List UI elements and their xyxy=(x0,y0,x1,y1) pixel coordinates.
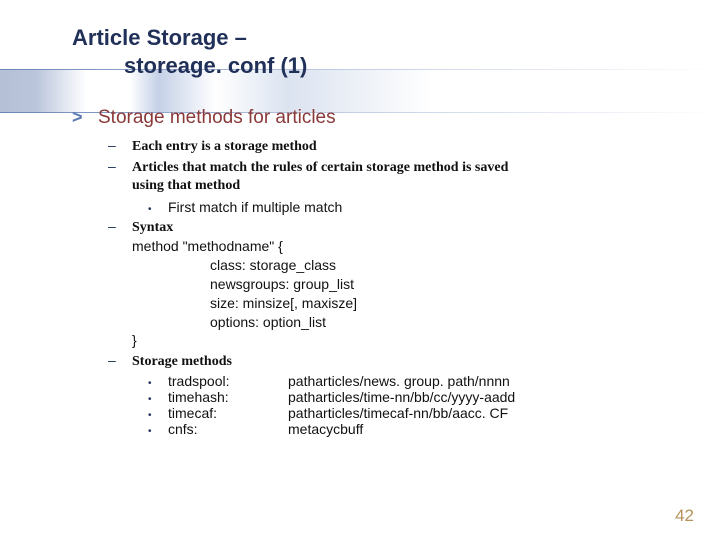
chevron-icon: > xyxy=(72,107,88,128)
list-item: – Storage methods xyxy=(108,352,648,371)
list-item-text: Articles that match the rules of certain… xyxy=(132,159,508,177)
method-name: tradspool: xyxy=(168,373,278,389)
section-heading: Storage methods for articles xyxy=(98,107,336,129)
method-name: timehash: xyxy=(168,389,278,405)
syntax-line: options: option_list xyxy=(210,313,648,332)
title-line-1: Article Storage – xyxy=(72,24,648,52)
method-path: metacycbuff xyxy=(288,421,363,437)
syntax-line: method "methodname" { xyxy=(132,237,648,256)
method-path: patharticles/news. group. path/nnnn xyxy=(288,373,510,389)
list-item-text: Each entry is a storage method xyxy=(132,138,317,156)
list-item-text: Storage methods xyxy=(132,353,232,371)
bullet-icon: • xyxy=(148,394,158,405)
syntax-line: newsgroups: group_list xyxy=(210,275,648,294)
table-row: • tradspool: patharticles/news. group. p… xyxy=(148,373,648,389)
syntax-line: class: storage_class xyxy=(210,256,648,275)
list-item-continuation: using that method xyxy=(132,177,648,195)
list-item: – Each entry is a storage method xyxy=(108,137,648,156)
table-row: • timecaf: patharticles/timecaf-nn/bb/aa… xyxy=(148,405,648,421)
title-line-2: storeage. conf (1) xyxy=(72,52,648,80)
table-row: • cnfs: metacycbuff xyxy=(148,421,648,437)
page-number: 42 xyxy=(675,506,694,526)
section: > Storage methods for articles – Each en… xyxy=(72,107,648,437)
bullet-icon: • xyxy=(148,410,158,421)
list-item: – Articles that match the rules of certa… xyxy=(108,158,648,177)
list-item-text: Syntax xyxy=(132,219,173,237)
section-heading-row: > Storage methods for articles xyxy=(72,107,648,129)
method-name: cnfs: xyxy=(168,421,278,437)
dash-icon: – xyxy=(108,352,122,368)
bullet-icon: • xyxy=(148,204,158,215)
sub-bullet-text: First match if multiple match xyxy=(168,198,342,216)
slide-content: Article Storage – storeage. conf (1) > S… xyxy=(0,0,720,437)
storage-methods-table: • tradspool: patharticles/news. group. p… xyxy=(148,373,648,437)
dash-icon: – xyxy=(108,158,122,174)
dash-icon: – xyxy=(108,137,122,153)
bullet-icon: • xyxy=(148,426,158,437)
syntax-line: size: minsize[, maxisze] xyxy=(210,294,648,313)
sub-list: – Each entry is a storage method – Artic… xyxy=(108,137,648,437)
slide-title: Article Storage – storeage. conf (1) xyxy=(72,24,648,79)
dash-icon: – xyxy=(108,218,122,234)
syntax-line: } xyxy=(132,331,648,350)
syntax-block: method "methodname" { class: storage_cla… xyxy=(132,237,648,350)
method-path: patharticles/time-nn/bb/cc/yyyy-aadd xyxy=(288,389,515,405)
list-item: – Syntax xyxy=(108,218,648,237)
table-row: • timehash: patharticles/time-nn/bb/cc/y… xyxy=(148,389,648,405)
bullet-icon: • xyxy=(148,378,158,389)
method-name: timecaf: xyxy=(168,405,278,421)
sub-bullet-row: • First match if multiple match xyxy=(148,198,648,216)
method-path: patharticles/timecaf-nn/bb/aacc. CF xyxy=(288,405,508,421)
